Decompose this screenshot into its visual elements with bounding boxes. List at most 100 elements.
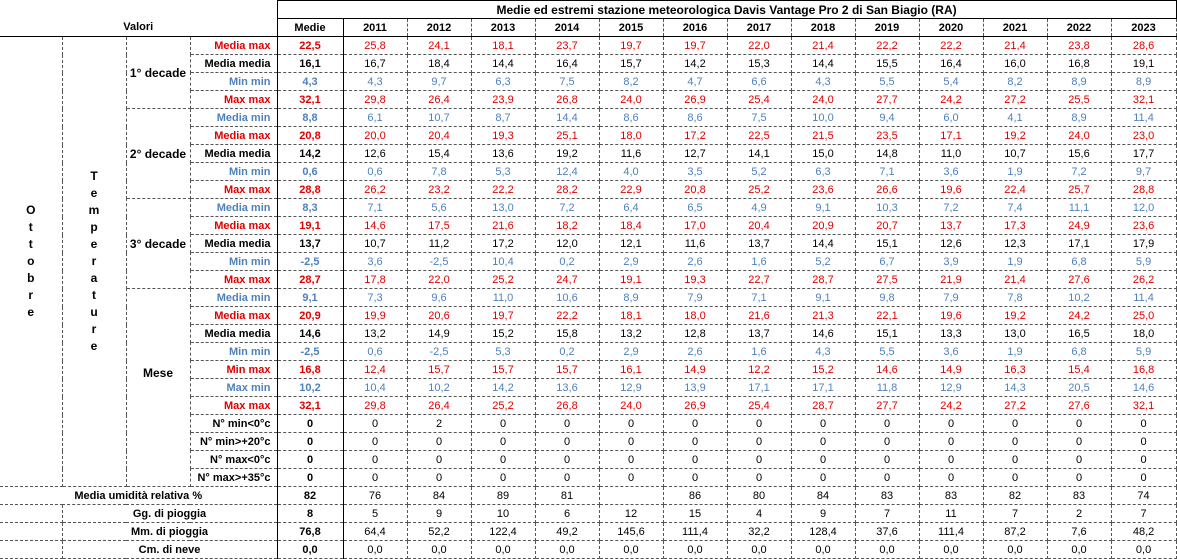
value-cell: 0 [791,450,856,469]
value-cell: 5,9 [1111,252,1177,271]
value-cell: 21,5 [791,126,856,145]
value-cell: 0 [599,414,664,433]
value-cell: 9,1 [791,198,856,217]
value-cell: 12,8 [663,324,728,343]
average-cell: 20,8 [277,126,344,145]
value-cell: 5,9 [1111,342,1177,361]
value-cell: 0 [983,468,1048,487]
value-cell: 0 [663,414,728,433]
value-cell: 14,4 [535,108,600,127]
average-cell: 10,2 [277,378,344,397]
value-cell: 82 [983,486,1048,505]
value-cell: 17,7 [1111,144,1177,163]
value-cell: 11,0 [471,288,536,307]
value-cell: 22,2 [919,36,984,55]
medie-header: Medie [277,18,344,37]
value-cell: 1,9 [983,342,1048,361]
value-cell: 5,3 [471,342,536,361]
value-cell: 84 [791,486,856,505]
value-cell: 18,0 [599,126,664,145]
value-cell: 15,7 [407,360,472,379]
value-cell: 6,1 [343,108,408,127]
value-cell: 19,3 [663,270,728,289]
value-cell: 15,1 [855,234,920,253]
average-cell: 16,8 [277,360,344,379]
row-label: Min max [190,360,278,379]
value-cell: 0 [919,468,984,487]
year-header: 2016 [663,18,728,37]
value-cell: 128,4 [791,522,856,541]
blank-cell [0,522,63,541]
value-cell: 22,0 [407,270,472,289]
value-cell: 24,0 [599,90,664,109]
value-cell: 0 [855,468,920,487]
value-cell: 21,6 [471,216,536,235]
row-label: Media min [190,198,278,217]
row-label: Max max [190,90,278,109]
value-cell: 0,0 [1047,540,1112,559]
row-label: Cm. di neve [62,540,278,559]
value-cell: 12,4 [535,162,600,181]
value-cell: 26,9 [663,90,728,109]
value-cell: 7 [855,504,920,523]
value-cell: 25,1 [535,126,600,145]
value-cell: 0 [471,414,536,433]
value-cell: 11,6 [663,234,728,253]
table-row: N° min<0°c 0 0 2 0 0 0 0 0 0 0 0 0 0 0 [0,414,1177,433]
value-cell: 0 [663,432,728,451]
row-label: Media media [190,144,278,163]
value-cell: 0 [1111,432,1177,451]
table-row: Cm. di neve 0,0 0,0 0,0 0,0 0,0 0,0 0,0 0,0 0,0 0,… [0,540,1177,559]
row-label: Max max [190,396,278,415]
value-cell: 5,2 [791,252,856,271]
value-cell: 17,5 [407,216,472,235]
value-cell: 7,9 [919,288,984,307]
value-cell: 14,2 [663,54,728,73]
value-cell: 76 [343,486,408,505]
value-cell: 4,7 [663,72,728,91]
value-cell: 20,7 [855,216,920,235]
value-cell: 0,0 [919,540,984,559]
value-cell: 25,2 [471,396,536,415]
value-cell: 23,5 [855,126,920,145]
value-cell: 0,0 [407,540,472,559]
table-row: Min min -2,5 0,6 -2,5 5,3 0,2 2,9 2,6 1,6 4,3 5,5 3… [0,342,1177,361]
value-cell: 7,3 [343,288,408,307]
row-label: Media media [190,54,278,73]
value-cell: 0,0 [983,540,1048,559]
value-cell: 0 [343,432,408,451]
value-cell: 3,6 [919,162,984,181]
value-cell: 8,9 [1047,72,1112,91]
row-label: Media min [190,108,278,127]
table-row: Max min 10,2 10,4 10,2 14,2 13,6 12,9 13,9 17,1 1… [0,378,1177,397]
value-cell: 0 [791,432,856,451]
value-cell: 26,4 [407,90,472,109]
value-cell: 6,0 [919,108,984,127]
value-cell: 19,7 [663,36,728,55]
value-cell: 15,8 [535,324,600,343]
value-cell: 7,1 [727,288,792,307]
value-cell: 0 [407,450,472,469]
value-cell: 5 [343,504,408,523]
value-cell: 11,6 [599,144,664,163]
value-cell: 2 [407,414,472,433]
value-cell: 13,0 [471,198,536,217]
value-cell: 145,6 [599,522,664,541]
value-cell: 9,7 [1111,162,1177,181]
value-cell: 12 [599,504,664,523]
value-cell: 24,2 [919,90,984,109]
value-cell: 21,3 [791,306,856,325]
value-cell: 19,2 [983,126,1048,145]
value-cell: 32,1 [1111,396,1177,415]
value-cell: 4,3 [791,72,856,91]
table-row: Mese Media min 9,1 7,3 9,6 11,0 10,6 8,9 7,9 7,1 9… [0,288,1177,487]
value-cell: 13,7 [919,216,984,235]
value-cell: 7,6 [1047,522,1112,541]
value-cell: 7,1 [343,198,408,217]
value-cell: 2 [1047,504,1112,523]
value-cell: 11,0 [919,144,984,163]
value-cell: 0 [1047,414,1112,433]
value-cell: 19,2 [983,306,1048,325]
